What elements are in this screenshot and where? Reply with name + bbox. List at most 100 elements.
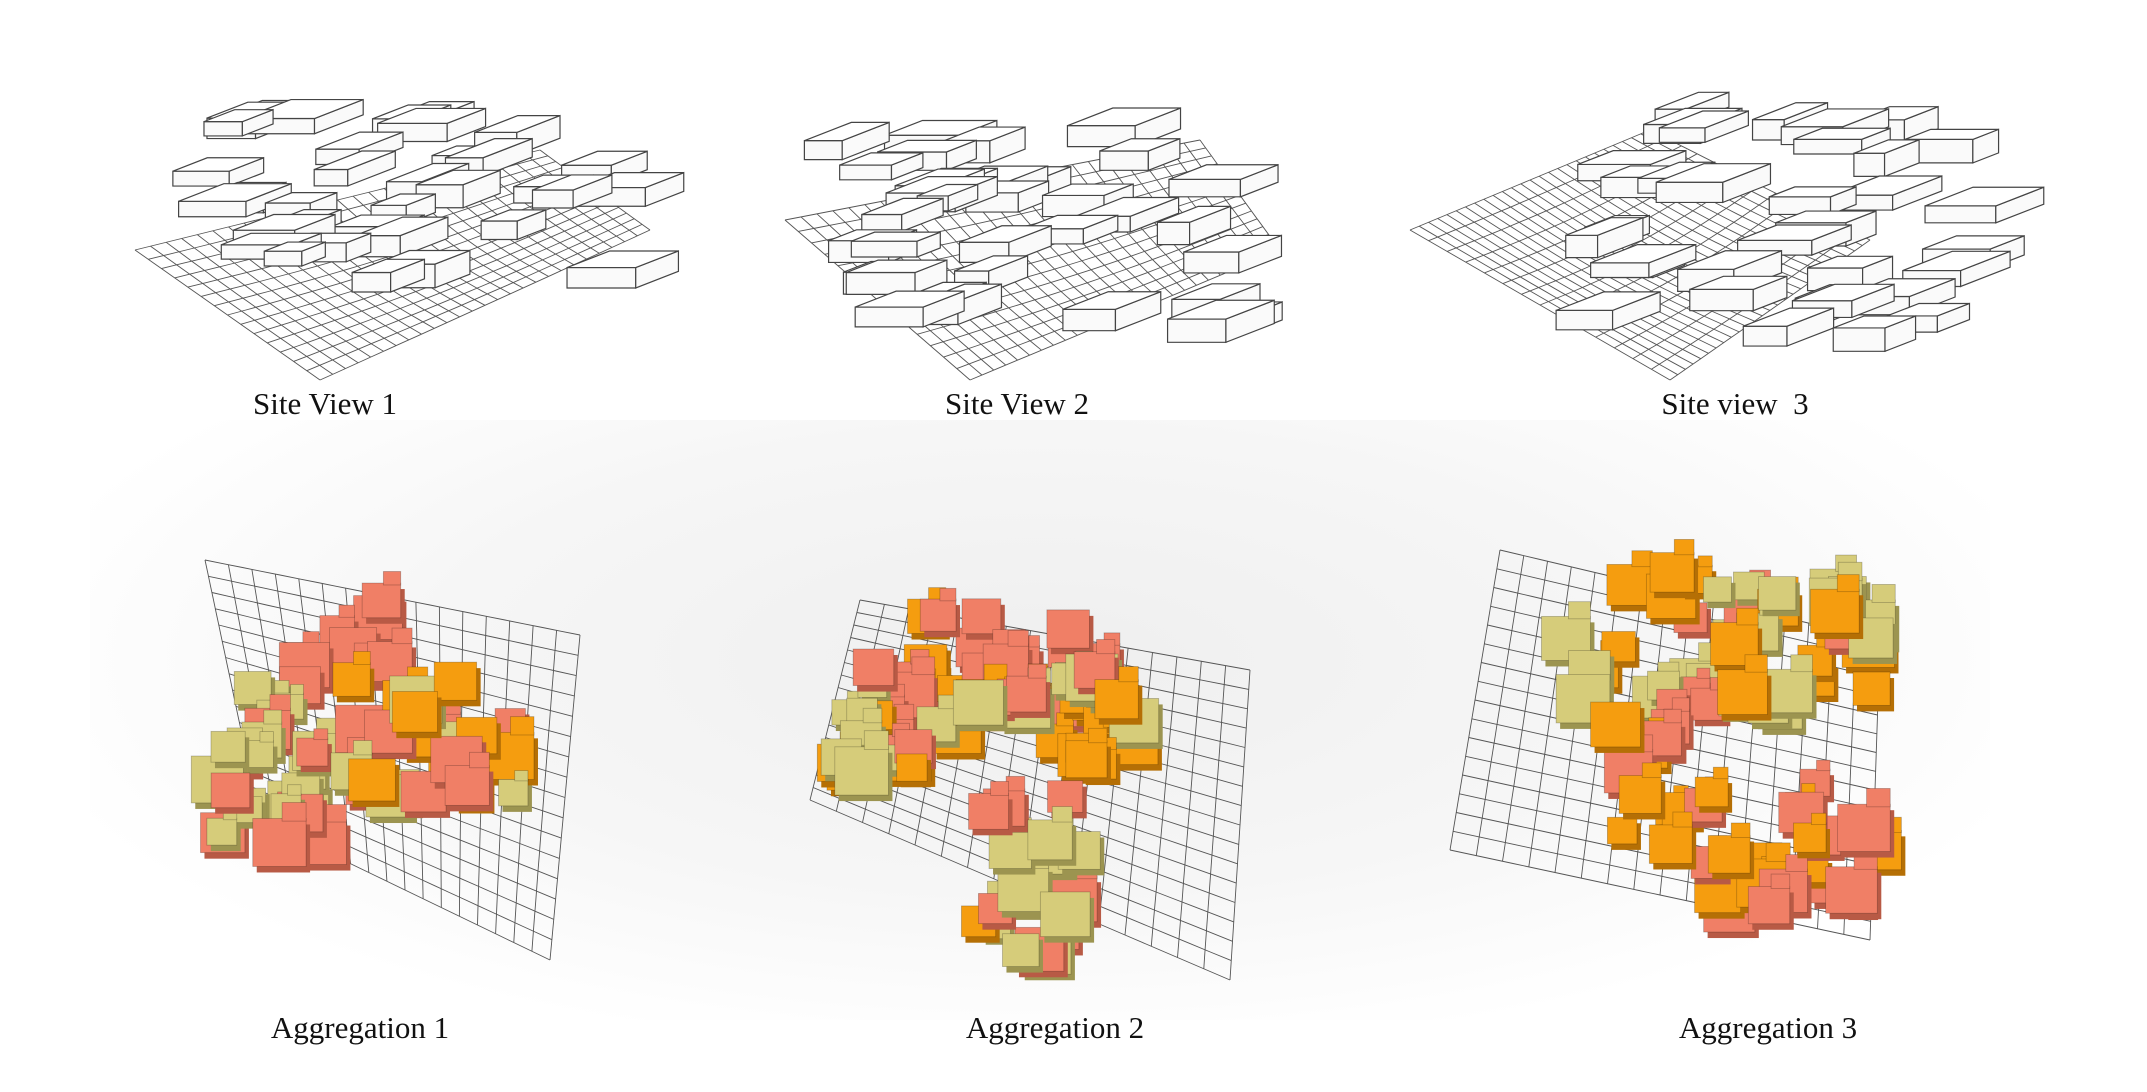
tile-block xyxy=(391,691,438,733)
tile-block xyxy=(1852,671,1891,706)
building-box-face xyxy=(1807,255,1893,269)
building-box-face xyxy=(1168,164,1279,181)
building-box-face xyxy=(1742,325,1788,347)
building-box-face xyxy=(1565,234,1599,259)
building-box-face xyxy=(1168,178,1242,198)
site-view-1-svg xyxy=(134,98,685,381)
tile-notch xyxy=(990,781,1009,796)
building-box-face xyxy=(839,164,893,181)
tile-notch xyxy=(1871,584,1896,603)
building-box-face xyxy=(1658,127,1706,143)
tile-notch xyxy=(1051,806,1073,823)
site-view-2-drawing xyxy=(760,80,1320,381)
tile-block xyxy=(1825,866,1878,914)
tile-notch xyxy=(863,730,889,750)
tile-notch xyxy=(1736,607,1759,626)
building-box-face xyxy=(566,250,679,269)
tile-block xyxy=(1649,552,1695,593)
tile-block xyxy=(896,753,928,782)
tile-block xyxy=(296,737,329,767)
tile-notch xyxy=(1007,630,1029,647)
tile-block xyxy=(1073,651,1116,689)
building-box-face xyxy=(1737,224,1852,241)
tile-notch xyxy=(939,587,957,602)
tile-block xyxy=(1002,933,1040,967)
building-box-face xyxy=(854,290,965,308)
site-view-1-caption: Site View 1 xyxy=(253,386,397,421)
tile-block xyxy=(1606,563,1653,606)
building-box-face xyxy=(804,121,890,142)
building-box-face xyxy=(1042,183,1134,197)
building-box-face xyxy=(1577,150,1687,166)
tile-notch xyxy=(911,656,936,676)
building-box-face xyxy=(1793,138,1863,155)
tile-notch xyxy=(1810,812,1827,826)
building-box-face xyxy=(1689,275,1788,290)
building-box-face xyxy=(203,109,274,123)
building-box-face xyxy=(1655,163,1771,183)
tile-notch xyxy=(338,604,355,618)
site-view-1-drawing xyxy=(120,80,685,381)
tile-notch xyxy=(1712,766,1729,780)
tile-notch xyxy=(259,731,274,743)
tile-block xyxy=(1094,679,1139,720)
building-box-face xyxy=(445,138,533,159)
building-box-face xyxy=(884,119,998,136)
mesh-line xyxy=(280,212,627,353)
mesh-line xyxy=(319,229,651,381)
tile-notch xyxy=(1568,601,1591,620)
building-box-face xyxy=(415,169,501,186)
building-box-face xyxy=(1902,250,2011,272)
aggregation-3-svg xyxy=(1449,538,1906,941)
building-box-face xyxy=(954,255,1028,272)
tile-block xyxy=(1648,824,1693,864)
building-box-face xyxy=(1171,283,1261,301)
building-box-face xyxy=(377,107,486,124)
tile-notch xyxy=(281,802,307,822)
tile-notch xyxy=(263,709,283,725)
tile-notch xyxy=(382,571,402,586)
building-box-face xyxy=(561,150,648,166)
building-box-face xyxy=(1775,210,1877,224)
tile-notch xyxy=(1836,574,1860,593)
building-box-face xyxy=(315,131,404,150)
building-box-face xyxy=(386,162,469,183)
building-box-face xyxy=(1853,152,1886,177)
building-box-face xyxy=(1099,150,1149,171)
tile-block xyxy=(1590,701,1641,748)
tile-block xyxy=(233,671,272,706)
building-box-face xyxy=(531,189,574,209)
tile-notch xyxy=(862,707,883,724)
tile-block xyxy=(1006,675,1047,713)
building-box-face xyxy=(1904,128,1999,140)
tile-notch xyxy=(1770,873,1791,889)
tile-notch xyxy=(1785,854,1808,872)
building-box-face xyxy=(474,115,561,134)
tile-block xyxy=(444,765,490,806)
site-view-2-caption: Site View 2 xyxy=(945,386,1089,421)
building-box-face xyxy=(1751,119,1785,141)
aggregation-2-svg xyxy=(809,587,1251,981)
building-box-face xyxy=(1555,291,1661,311)
building-box-face xyxy=(1637,161,1715,179)
tile-block xyxy=(952,679,1004,726)
building-box-face xyxy=(172,157,264,172)
tile-block xyxy=(1837,803,1891,852)
tile-block xyxy=(988,830,1032,869)
tile-notch xyxy=(1673,538,1695,556)
tile-notch xyxy=(353,651,371,665)
tile-block xyxy=(252,818,307,867)
building-box-face xyxy=(1565,217,1644,236)
mesh-line xyxy=(150,245,333,375)
site-view-3-svg xyxy=(1409,91,2045,381)
tile-notch xyxy=(323,804,347,823)
tile-block xyxy=(834,746,889,796)
building-box-face xyxy=(861,213,903,233)
aggregation-2-caption: Aggregation 2 xyxy=(965,1010,1145,1045)
building-box-face xyxy=(1833,315,1916,329)
tile-block xyxy=(348,758,396,802)
aggregation-1-caption: Aggregation 1 xyxy=(270,1010,450,1045)
tile-notch xyxy=(893,703,915,720)
building-box-face xyxy=(1183,251,1240,274)
tile-notch xyxy=(1765,842,1791,863)
